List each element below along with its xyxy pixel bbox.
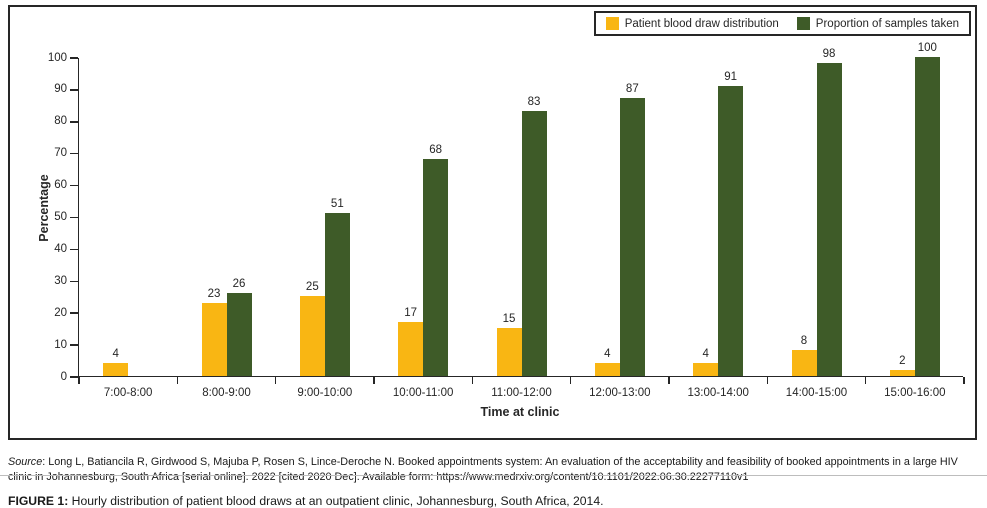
chart-panel: Patient blood draw distribution Proportio…	[8, 5, 977, 440]
y-tick-label: 100	[47, 51, 67, 64]
x-tick	[373, 377, 375, 384]
bar-value-label: 91	[724, 70, 738, 83]
y-tick-label: 20	[54, 306, 67, 319]
y-tick-label: 90	[54, 83, 67, 96]
bar-patient-blood-draw	[693, 363, 719, 376]
x-tick	[668, 377, 670, 384]
y-tick-label: 50	[54, 211, 67, 223]
y-tick-label: 10	[54, 338, 67, 351]
x-tick	[963, 377, 965, 384]
y-tick	[70, 248, 78, 251]
x-tick	[864, 377, 867, 384]
x-category-label: 7:00-8:00	[103, 387, 153, 399]
legend: Patient blood draw distribution Proportio…	[593, 11, 971, 36]
y-tick	[70, 89, 78, 91]
y-tick	[70, 152, 78, 155]
bar-patient-blood-draw	[299, 296, 325, 376]
bar-samples-taken	[521, 111, 547, 376]
legend-item: Patient blood draw distribution	[605, 17, 779, 30]
bar-value-label: 87	[625, 83, 639, 96]
bar-samples-taken	[324, 213, 350, 376]
legend-label: Proportion of samples taken	[815, 17, 959, 30]
y-tick	[70, 216, 78, 219]
bar-value-label: 51	[330, 198, 344, 211]
bar-value-label: 26	[232, 278, 246, 291]
x-tick	[569, 377, 572, 384]
legend-swatch	[796, 17, 810, 30]
bar-patient-blood-draw	[398, 321, 424, 376]
bar-samples-taken	[619, 98, 645, 376]
bar-value-label: 68	[429, 144, 443, 157]
bar-patient-blood-draw	[791, 350, 817, 376]
bar-samples-taken	[226, 293, 252, 376]
legend-item: Proportion of samples taken	[796, 17, 959, 30]
y-tick-label: 60	[54, 179, 67, 192]
y-tick-label: 80	[54, 115, 67, 128]
bar-value-label: 15	[502, 313, 516, 326]
bar-value-label: 25	[305, 281, 319, 294]
plot-area: 0 10 20 30 40 50 60 70 80 90 100 4 7:00-8:00 23 26 8:00…	[48, 42, 965, 399]
bar-value-label: 23	[207, 287, 221, 300]
x-category-label: 11:00-12:00	[491, 387, 552, 399]
x-tick	[766, 377, 769, 384]
bar-value-label: 98	[822, 48, 836, 61]
x-tick	[471, 377, 474, 384]
x-tick	[78, 377, 80, 384]
y-tick	[70, 280, 78, 283]
x-tick	[274, 377, 277, 384]
bar-value-label: 2	[899, 354, 906, 367]
source-label: Source	[8, 455, 43, 468]
figure-caption-text: Hourly distribution of patient blood dra…	[68, 494, 604, 508]
legend-label: Patient blood draw distribution	[624, 17, 779, 30]
x-category-label: 14:00-15:00	[785, 387, 848, 399]
y-tick	[70, 376, 78, 378]
bar-patient-blood-draw	[889, 369, 915, 376]
y-tick	[70, 57, 78, 59]
bar-value-label: 17	[404, 306, 418, 319]
bar-patient-blood-draw	[201, 302, 227, 376]
bar-patient-blood-draw	[496, 328, 522, 376]
source-citation: : Long L, Batiancila R, Girdwood S, Maju…	[8, 455, 958, 483]
bar-samples-taken	[816, 63, 842, 376]
bar-value-label: 4	[702, 348, 709, 361]
bar-value-label: 100	[917, 42, 937, 54]
bar-samples-taken	[914, 57, 940, 376]
y-tick	[70, 121, 78, 123]
x-category-label: 15:00-16:00	[884, 387, 946, 399]
bar-value-label: 4	[112, 348, 119, 361]
x-tick	[176, 377, 179, 384]
bar-samples-taken	[718, 85, 744, 376]
bar-value-label: 8	[800, 335, 808, 348]
bar-value-label: 4	[604, 348, 611, 361]
y-tick	[70, 344, 78, 346]
bar-patient-blood-draw	[594, 363, 620, 376]
bar-value-label: 83	[527, 96, 541, 109]
x-category-label: 13:00-14:00	[687, 387, 749, 399]
y-tick	[70, 184, 78, 187]
x-category-label: 9:00-10:00	[297, 387, 353, 399]
x-axis-title: Time at clinic	[480, 405, 560, 419]
x-category-label: 10:00-11:00	[392, 387, 454, 399]
y-tick-label: 40	[54, 242, 67, 255]
legend-swatch	[605, 17, 619, 30]
y-tick-label: 70	[54, 147, 67, 160]
figure-caption: FIGURE 1: Hourly distribution of patient…	[8, 494, 981, 508]
y-tick	[70, 312, 78, 314]
y-tick-label: 0	[60, 370, 67, 383]
bar-samples-taken	[423, 159, 449, 376]
bar-patient-blood-draw	[103, 363, 129, 376]
caption-divider	[0, 475, 987, 476]
source-note: Source: Long L, Batiancila R, Girdwood S…	[8, 455, 981, 485]
figure-caption-label: FIGURE 1:	[8, 494, 69, 508]
y-tick-label: 30	[54, 274, 67, 287]
x-category-label: 12:00-13:00	[589, 387, 651, 399]
x-category-label: 8:00-9:00	[202, 387, 251, 399]
